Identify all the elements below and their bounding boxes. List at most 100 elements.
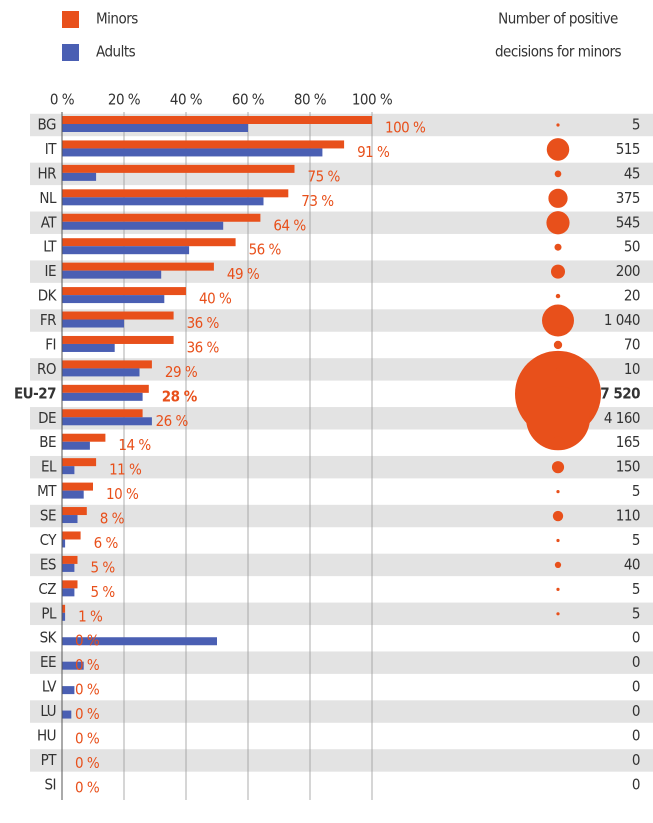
value-label: 8 % xyxy=(100,510,125,528)
count-label: 0 xyxy=(632,727,640,745)
category-label: NL xyxy=(39,189,57,207)
bubble xyxy=(550,264,566,279)
bar-adults xyxy=(62,417,152,426)
bar-minors xyxy=(62,507,87,516)
value-label: 100 % xyxy=(385,119,426,137)
bar-minors xyxy=(62,360,152,369)
bar-adults xyxy=(62,515,78,524)
count-label: 110 xyxy=(616,507,640,525)
count-label: 0 xyxy=(632,629,640,647)
bubble xyxy=(542,304,574,337)
category-label: LU xyxy=(40,702,56,720)
x-tick-label: 100 % xyxy=(352,91,393,109)
bar-adults xyxy=(62,490,84,499)
bar-adults xyxy=(62,343,115,352)
legend-label: Minors xyxy=(96,10,138,28)
value-label: 91 % xyxy=(357,143,390,161)
bubble xyxy=(556,612,560,616)
bar-minors xyxy=(62,164,295,173)
value-label: 0 % xyxy=(75,632,100,650)
bar-adults xyxy=(62,246,190,255)
value-label: 29 % xyxy=(165,363,198,381)
category-label: DE xyxy=(38,409,56,427)
bubble xyxy=(554,170,562,178)
count-label: 5 xyxy=(632,116,640,134)
bubble xyxy=(554,561,562,569)
value-label: 64 % xyxy=(273,216,306,234)
count-label: 200 xyxy=(616,262,640,280)
bubble xyxy=(556,490,560,494)
bar-adults xyxy=(62,441,90,450)
bar-minors xyxy=(62,409,143,418)
count-label: 0 xyxy=(632,678,640,696)
bubble xyxy=(551,436,565,450)
bar-adults xyxy=(62,661,84,670)
bar-adults xyxy=(62,270,162,279)
row-band xyxy=(30,749,653,772)
count-label: 70 xyxy=(624,335,640,353)
bar-adults xyxy=(62,221,224,230)
category-label: LT xyxy=(43,238,57,256)
category-label: AT xyxy=(41,213,58,231)
value-label: 40 % xyxy=(199,290,232,308)
bubble xyxy=(553,340,563,350)
category-label: HU xyxy=(37,727,56,745)
count-label: 50 xyxy=(624,238,640,256)
legend-label: Adults xyxy=(96,43,136,61)
x-tick-label: 40 % xyxy=(170,91,203,109)
count-label: 4 160 xyxy=(604,409,640,427)
bar-minors xyxy=(62,433,106,442)
bubble xyxy=(556,367,560,371)
category-label: DK xyxy=(38,287,58,305)
count-label: 45 xyxy=(624,164,640,182)
bubble xyxy=(546,138,570,161)
count-label: 5 xyxy=(632,580,640,598)
legend-swatch xyxy=(62,11,79,28)
bar-adults xyxy=(62,148,323,157)
value-label: 5 % xyxy=(91,583,116,601)
value-label: 0 % xyxy=(75,754,100,772)
value-label: 10 % xyxy=(106,485,139,503)
count-label: 515 xyxy=(616,140,640,158)
category-label: MT xyxy=(37,482,57,500)
category-label: RO xyxy=(37,360,56,378)
value-label: 0 % xyxy=(75,681,100,699)
bar-minors xyxy=(62,140,345,149)
bubble-title: decisions for minors xyxy=(495,43,622,61)
value-label: 36 % xyxy=(187,314,220,332)
category-label: IE xyxy=(44,262,56,280)
count-label: 0 xyxy=(632,751,640,769)
category-label: CY xyxy=(40,531,58,549)
bar-adults xyxy=(62,319,124,328)
bubble xyxy=(556,123,560,127)
value-label: 49 % xyxy=(227,265,260,283)
count-label: 5 xyxy=(632,604,640,622)
bar-minors xyxy=(62,262,214,271)
count-label: 375 xyxy=(616,189,640,207)
bar-adults xyxy=(62,563,75,572)
bar-minors xyxy=(62,458,97,467)
bubble xyxy=(555,293,561,299)
category-label: HR xyxy=(37,164,56,182)
category-label: FI xyxy=(45,335,56,353)
value-label: 26 % xyxy=(156,412,189,430)
bubble xyxy=(548,188,568,208)
x-tick-label: 20 % xyxy=(108,91,141,109)
value-label: 56 % xyxy=(249,241,282,259)
bar-adults xyxy=(62,539,66,548)
category-label: SI xyxy=(44,775,56,793)
bar-minors xyxy=(62,580,78,589)
bar-minors xyxy=(62,335,174,344)
bar-adults xyxy=(62,612,66,621)
bar-minors xyxy=(62,482,93,491)
bubble-title: Number of positive xyxy=(498,10,618,28)
count-label: 5 xyxy=(632,482,640,500)
value-label: 11 % xyxy=(109,461,142,479)
value-label: 36 % xyxy=(187,338,220,356)
value-label: 0 % xyxy=(75,656,100,674)
bubble xyxy=(551,461,565,474)
value-label: 0 % xyxy=(75,705,100,723)
bar-adults xyxy=(62,368,140,377)
category-label: SE xyxy=(40,507,56,525)
